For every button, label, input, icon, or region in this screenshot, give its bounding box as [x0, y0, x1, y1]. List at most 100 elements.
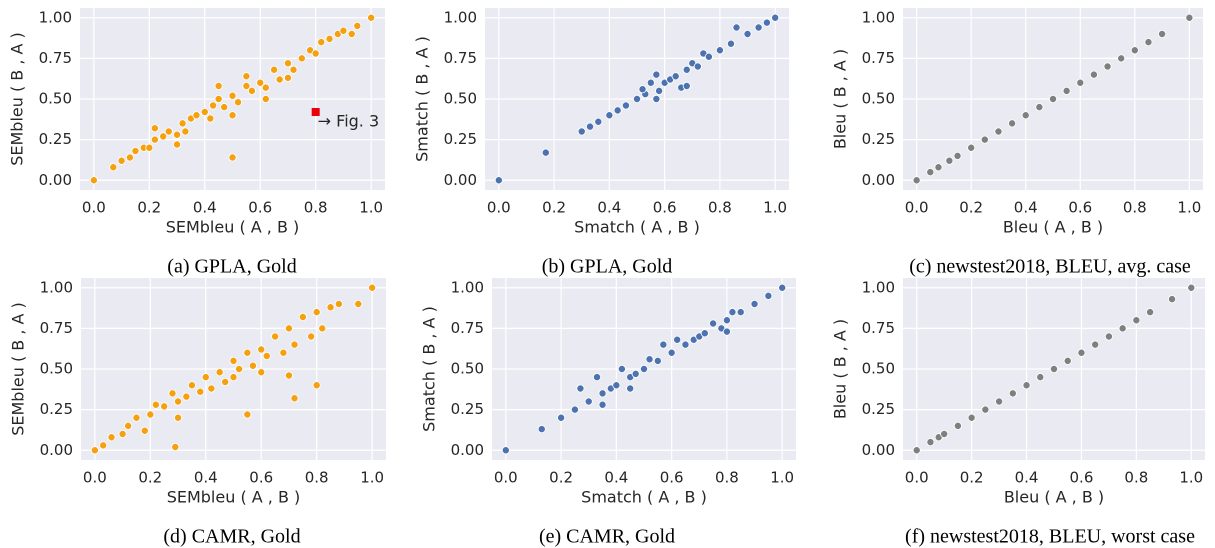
x-tick-label: 1.0 — [1177, 199, 1201, 217]
point — [912, 176, 921, 185]
point — [124, 421, 133, 430]
point — [653, 356, 662, 365]
y-axis-label: Smatch ( B , A ) — [420, 306, 439, 432]
point — [257, 368, 266, 377]
point — [1076, 78, 1085, 87]
point — [262, 351, 271, 360]
point — [107, 433, 116, 442]
point — [1144, 38, 1153, 47]
x-tick-label: 0.6 — [1070, 469, 1094, 487]
point — [700, 329, 709, 338]
point — [593, 373, 602, 382]
point — [646, 78, 655, 87]
y-tick-label: 0.50 — [39, 90, 72, 108]
point — [99, 441, 108, 450]
point — [283, 59, 292, 68]
y-tick-label: 1.00 — [39, 8, 72, 26]
point — [940, 429, 949, 438]
point — [743, 29, 752, 38]
point — [1077, 348, 1086, 357]
point — [234, 98, 243, 107]
point — [771, 13, 780, 22]
y-tick-label: 0.00 — [40, 441, 73, 459]
point — [214, 82, 223, 91]
y-tick-label: 0.25 — [451, 400, 484, 418]
point — [261, 95, 270, 104]
annotation: → Fig. 3 — [318, 112, 379, 131]
point — [214, 95, 223, 104]
point — [605, 111, 614, 120]
point — [541, 148, 550, 157]
y-tick-label: 0.75 — [862, 49, 895, 67]
point — [243, 410, 252, 419]
point — [325, 34, 334, 43]
y-tick-label: 1.00 — [451, 278, 484, 296]
y-tick-label: 0.00 — [451, 441, 484, 459]
x-tick-label: 0.4 — [194, 469, 218, 487]
point — [174, 413, 183, 422]
point — [1008, 389, 1017, 398]
point — [912, 446, 921, 455]
x-axis-label: SEMbleu ( A , B ) — [166, 218, 300, 237]
point — [645, 355, 654, 364]
x-tick-label: 1.0 — [763, 199, 787, 217]
point — [726, 39, 735, 48]
point — [248, 361, 257, 370]
point — [728, 308, 737, 317]
point — [1089, 70, 1098, 79]
caption: (d) CAMR, Gold — [163, 526, 300, 548]
point — [621, 101, 630, 110]
point — [671, 72, 680, 81]
point — [681, 340, 690, 349]
y-tick-label: 0.75 — [451, 319, 484, 337]
point — [174, 397, 183, 406]
point — [150, 124, 159, 133]
y-tick-label: 1.00 — [444, 8, 477, 26]
x-tick-label: 0.8 — [305, 469, 329, 487]
x-tick-label: 0.0 — [82, 199, 106, 217]
x-tick-label: 0.4 — [193, 199, 217, 217]
point — [334, 299, 343, 308]
point — [289, 65, 298, 74]
x-axis-label: Bleu ( A , B ) — [1003, 218, 1103, 237]
point — [1130, 46, 1139, 55]
x-tick-label: 0.6 — [249, 469, 273, 487]
point — [256, 78, 265, 87]
point — [326, 303, 335, 312]
point — [209, 101, 218, 110]
y-tick-label: 0.00 — [39, 171, 72, 189]
x-axis-label: SEMbleu ( A , B ) — [167, 488, 301, 507]
point — [576, 384, 585, 393]
point — [557, 413, 566, 422]
point — [318, 324, 327, 333]
point — [953, 421, 962, 430]
point — [1118, 324, 1127, 333]
point — [980, 135, 989, 144]
point — [638, 85, 647, 94]
point — [368, 283, 377, 292]
caption: (e) CAMR, Gold — [539, 526, 675, 548]
point — [90, 446, 99, 455]
y-axis-label: Smatch ( B , A ) — [413, 36, 432, 162]
point — [347, 29, 356, 38]
point — [682, 82, 691, 91]
point — [117, 156, 126, 165]
x-tick-label: 0.2 — [137, 199, 161, 217]
point — [1168, 295, 1177, 304]
point — [311, 49, 320, 58]
y-tick-label: 0.25 — [444, 130, 477, 148]
x-tick-label: 0.6 — [653, 199, 677, 217]
y-tick-label: 1.00 — [862, 8, 895, 26]
point — [145, 143, 154, 152]
point — [577, 127, 586, 136]
point — [159, 132, 168, 141]
point — [283, 73, 292, 82]
point — [290, 340, 299, 349]
y-tick-label: 0.00 — [862, 171, 895, 189]
point — [655, 86, 664, 95]
point — [146, 410, 155, 419]
point — [994, 127, 1003, 136]
point — [284, 371, 293, 380]
point — [89, 176, 98, 185]
